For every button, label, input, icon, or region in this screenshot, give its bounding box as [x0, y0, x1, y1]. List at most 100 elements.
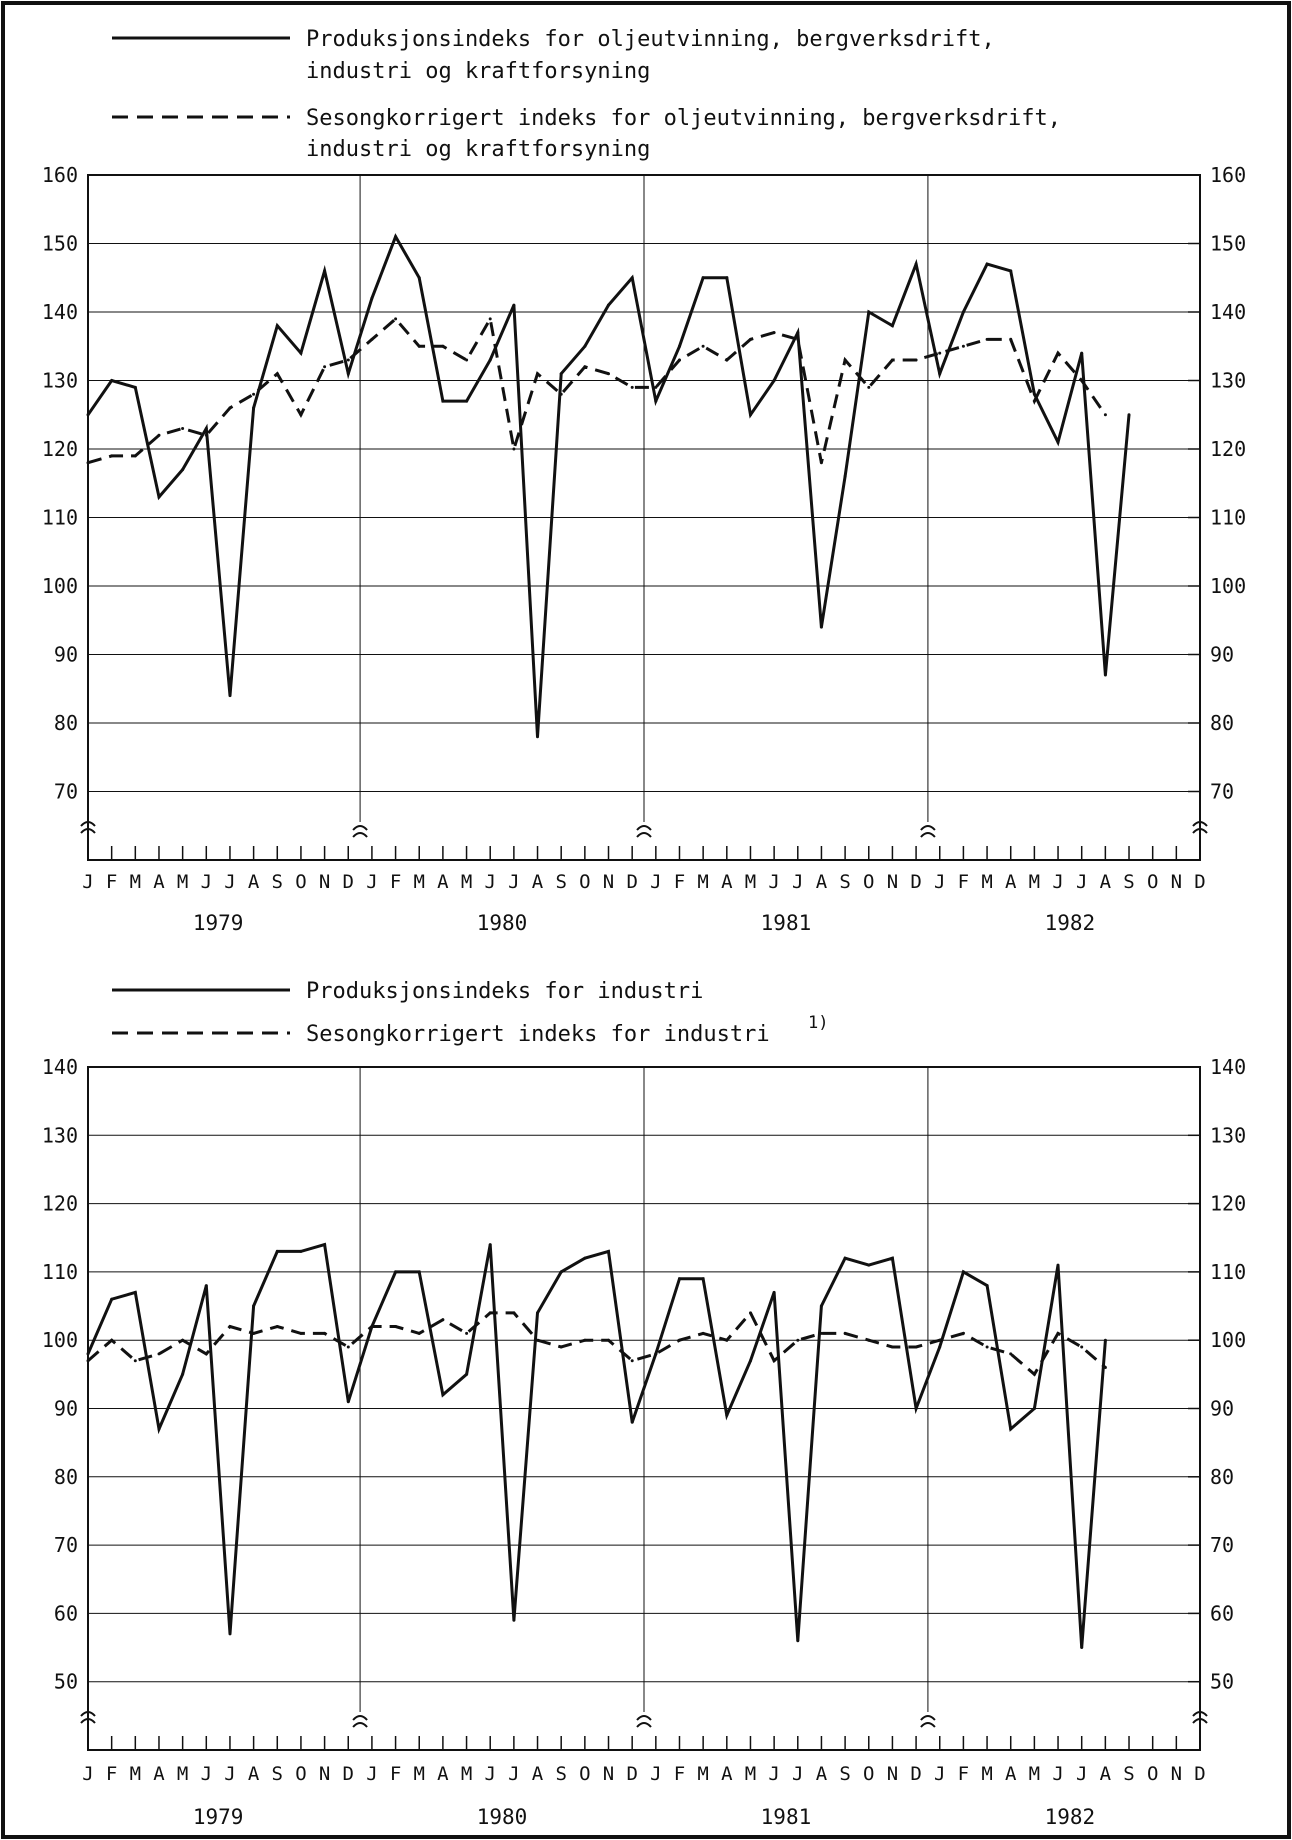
month-label: M	[745, 871, 756, 893]
month-label: A	[248, 871, 260, 893]
month-label: D	[910, 1763, 921, 1785]
data-point-dashed	[938, 1338, 942, 1342]
data-point-solid	[181, 1372, 185, 1376]
month-label: A	[816, 1763, 828, 1785]
data-point-solid	[110, 1297, 114, 1301]
data-point-solid	[252, 1304, 256, 1308]
month-label: F	[106, 871, 117, 893]
data-point-solid	[204, 427, 208, 430]
month-label: M	[1029, 871, 1040, 893]
data-point-dashed	[654, 1352, 658, 1356]
data-point-solid	[1056, 440, 1060, 444]
data-point-solid	[985, 262, 989, 266]
month-label: D	[626, 1763, 637, 1785]
data-point-solid	[133, 1290, 137, 1294]
legend-footnote: 1)	[808, 1013, 828, 1033]
month-label: J	[224, 871, 235, 893]
data-point-dashed	[417, 344, 421, 348]
data-point-dashed	[796, 1338, 800, 1342]
data-point-dashed	[441, 344, 445, 348]
data-point-dashed	[559, 1345, 563, 1349]
month-label: M	[461, 1763, 472, 1785]
y-tick-label-right: 110	[1210, 1260, 1246, 1284]
data-point-solid	[583, 344, 587, 348]
y-tick-label-left: 110	[42, 1260, 78, 1284]
y-tick-label-right: 70	[1210, 1533, 1234, 1557]
month-label: S	[839, 871, 850, 893]
data-point-dashed	[607, 1338, 610, 1342]
data-point-solid	[536, 1311, 539, 1315]
y-tick-label-left: 160	[42, 163, 78, 187]
data-point-solid	[323, 1243, 327, 1247]
month-label: O	[295, 1763, 306, 1785]
month-label: D	[1194, 1763, 1205, 1785]
data-point-solid	[1056, 1263, 1060, 1267]
data-point-solid	[441, 1393, 445, 1397]
y-tick-label-left: 110	[42, 506, 78, 530]
data-point-solid	[417, 1270, 421, 1274]
data-point-solid	[465, 1372, 469, 1376]
month-label: M	[1029, 1763, 1040, 1785]
series-line-dashed	[87, 1310, 1107, 1377]
month-label: O	[1147, 871, 1158, 893]
data-point-solid	[512, 303, 516, 307]
legend: Produksjonsindeks for industri Sesongkor…	[112, 979, 828, 1047]
data-point-solid	[370, 296, 374, 300]
data-point-dashed	[772, 1359, 776, 1363]
data-point-solid	[772, 379, 776, 382]
month-label: D	[910, 871, 921, 893]
month-label: N	[603, 1763, 614, 1785]
y-tick-label-left: 90	[54, 643, 78, 667]
data-point-dashed	[252, 392, 256, 396]
month-label: J	[1052, 1763, 1063, 1785]
data-point-solid	[1080, 1646, 1084, 1649]
data-point-solid	[583, 1256, 587, 1260]
data-point-solid	[938, 372, 942, 376]
data-point-solid	[914, 262, 918, 266]
data-point-dashed	[86, 461, 90, 465]
month-label: M	[130, 1763, 141, 1785]
data-point-dashed	[323, 365, 327, 369]
data-point-dashed	[512, 447, 516, 451]
data-point-dashed	[961, 1331, 965, 1335]
data-point-solid	[772, 1290, 776, 1294]
y-tick-label-left: 130	[42, 1123, 78, 1147]
data-point-dashed	[843, 1331, 847, 1335]
data-point-solid	[985, 1284, 989, 1288]
data-point-solid	[181, 468, 185, 472]
month-label: J	[1052, 871, 1063, 893]
data-point-solid	[1009, 1427, 1013, 1431]
month-label: F	[674, 1763, 685, 1785]
chart-total-production: Produksjonsindeks for oljeutvinning, ber…	[42, 27, 1246, 935]
y-tick-label-left: 120	[42, 1192, 78, 1216]
month-label: J	[768, 1763, 779, 1785]
month-label: M	[745, 1763, 756, 1785]
axis-break-mark	[1192, 1711, 1208, 1724]
y-tick-label-left: 80	[54, 1465, 78, 1489]
data-point-solid	[796, 331, 800, 335]
data-point-dashed	[488, 317, 492, 321]
data-point-dashed	[110, 1338, 114, 1342]
data-point-dashed	[181, 427, 185, 430]
y-tick-label-right: 80	[1210, 711, 1234, 735]
data-point-dashed	[1080, 1345, 1084, 1349]
axis-break-mark	[352, 825, 368, 838]
month-label: O	[1147, 1763, 1158, 1785]
data-point-solid	[938, 1345, 942, 1349]
month-label: J	[650, 1763, 661, 1785]
data-point-dashed	[346, 358, 350, 362]
data-point-solid	[890, 1256, 894, 1260]
y-tick-label-left: 150	[42, 232, 78, 256]
y-tick-label-right: 90	[1210, 1397, 1234, 1421]
data-point-solid	[157, 495, 161, 499]
data-point-dashed	[1009, 337, 1013, 341]
data-point-dashed	[583, 1338, 587, 1342]
month-label: A	[816, 871, 828, 893]
month-label: S	[1123, 1763, 1134, 1785]
data-point-dashed	[370, 1325, 374, 1328]
data-point-dashed	[559, 392, 563, 396]
data-point-dashed	[819, 461, 823, 465]
data-point-dashed	[1056, 1331, 1060, 1335]
